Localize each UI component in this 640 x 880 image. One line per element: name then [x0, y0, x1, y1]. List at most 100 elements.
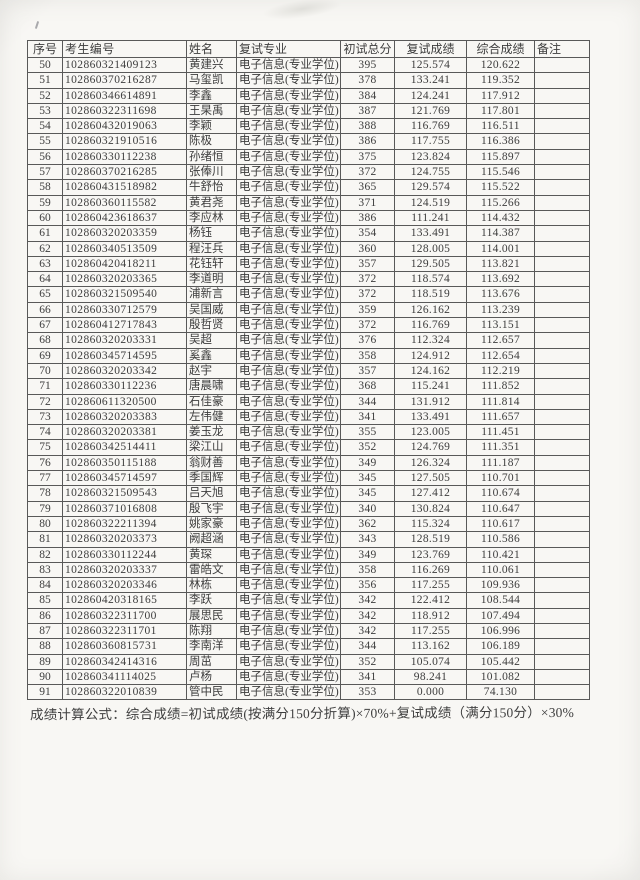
cell-candidate-id: 102860322211394 — [62, 515, 187, 533]
cell-name: 李鑫 — [186, 87, 237, 104]
cell-remark — [534, 408, 590, 426]
cell-remark — [534, 577, 590, 594]
cell-initial-score: 357 — [340, 255, 395, 273]
cell-major: 电子信息(专业学位) — [236, 470, 341, 487]
cell-remark — [534, 332, 590, 349]
cell-seq: 73 — [27, 408, 63, 426]
table-row: 60 102860423618637 李应林 电子信息(专业学位) 386 111.241… — [27, 209, 590, 227]
cell-initial-score: 342 — [340, 592, 395, 609]
cell-major: 电子信息(专业学位) — [236, 684, 341, 701]
cell-seq: 88 — [27, 638, 63, 655]
cell-major: 电子信息(专业学位) — [236, 607, 341, 624]
cell-name: 周茁 — [186, 653, 237, 670]
cell-candidate-id: 102860431518982 — [62, 179, 187, 196]
cell-initial-score: 353 — [340, 684, 395, 701]
cell-composite-score: 114.432 — [466, 209, 535, 227]
cell-candidate-id: 102860320203346 — [62, 577, 187, 594]
cell-major: 电子信息(专业学位) — [236, 118, 341, 135]
header-row: 序号 考生编号 姓名 复试专业 初试总分 复试成绩 综合成绩 备注 — [27, 40, 590, 58]
cell-remark — [534, 378, 590, 395]
cell-seq: 64 — [27, 271, 63, 288]
cell-major: 电子信息(专业学位) — [236, 546, 341, 563]
cell-major: 电子信息(专业学位) — [236, 347, 341, 364]
cell-major: 电子信息(专业学位) — [236, 148, 341, 166]
cell-remark — [534, 668, 590, 686]
cell-retest-score: 112.324 — [394, 332, 467, 349]
cell-candidate-id: 102860330712579 — [62, 301, 187, 319]
cell-retest-score: 133.491 — [394, 225, 467, 242]
cell-retest-score: 111.241 — [394, 209, 467, 227]
cell-name: 李颖 — [186, 118, 237, 135]
table-row: 72 102860611320500 石佳豪 电子信息(专业学位) 344 131.912… — [27, 393, 590, 410]
cell-major: 电子信息(专业学位) — [236, 179, 341, 196]
cell-candidate-id: 102860611320500 — [62, 393, 187, 410]
cell-remark — [534, 72, 590, 89]
cell-name: 黄君尧 — [186, 194, 237, 211]
cell-name: 翁财善 — [186, 454, 237, 472]
cell-remark — [534, 87, 590, 104]
cell-candidate-id: 102860360115582 — [62, 194, 187, 211]
cell-major: 电子信息(专业学位) — [236, 164, 341, 181]
column-header-composite-score: 综合成绩 — [466, 40, 535, 58]
cell-remark — [534, 424, 590, 441]
table-row: 78 102860321509543 吕天旭 电子信息(专业学位) 345 127.412… — [27, 485, 590, 502]
cell-initial-score: 345 — [340, 485, 395, 502]
cell-composite-score: 105.442 — [466, 653, 535, 670]
cell-major: 电子信息(专业学位) — [236, 515, 341, 533]
cell-remark — [534, 592, 590, 609]
cell-seq: 81 — [27, 531, 63, 548]
table-row: 88 102860360815731 李南洋 电子信息(专业学位) 344 113.162… — [27, 638, 590, 655]
cell-candidate-id: 102860330112238 — [62, 148, 187, 166]
cell-name: 殷飞宇 — [186, 500, 237, 517]
cell-seq: 80 — [27, 515, 63, 533]
cell-initial-score: 388 — [340, 118, 395, 135]
cell-candidate-id: 102860345714595 — [62, 347, 187, 364]
cell-candidate-id: 102860330112236 — [62, 378, 187, 395]
table-row: 71 102860330112236 唐晨啸 电子信息(专业学位) 368 115.241… — [27, 378, 590, 395]
cell-seq: 54 — [27, 118, 63, 135]
cell-retest-score: 130.824 — [394, 500, 467, 517]
cell-initial-score: 358 — [340, 347, 395, 364]
cell-remark — [534, 148, 590, 166]
cell-retest-score: 124.769 — [394, 439, 467, 456]
cell-major: 电子信息(专业学位) — [236, 362, 341, 380]
cell-candidate-id: 102860340513509 — [62, 240, 187, 257]
cell-retest-score: 123.769 — [394, 546, 467, 563]
cell-major: 电子信息(专业学位) — [236, 255, 341, 273]
cell-composite-score: 111.187 — [466, 454, 535, 472]
cell-seq: 55 — [27, 133, 63, 150]
cell-retest-score: 118.519 — [394, 286, 467, 303]
cell-composite-score: 113.692 — [466, 271, 535, 288]
cell-retest-score: 0.000 — [394, 684, 467, 701]
cell-initial-score: 352 — [340, 439, 395, 456]
cell-composite-score: 110.701 — [466, 470, 535, 487]
table-row: 65 102860321509540 浦新言 电子信息(专业学位) 372 118.519… — [27, 286, 590, 303]
cell-retest-score: 113.162 — [394, 638, 467, 655]
cell-composite-score: 106.189 — [466, 638, 535, 655]
cell-composite-score: 115.522 — [466, 179, 535, 196]
cell-candidate-id: 102860320203331 — [62, 332, 187, 349]
cell-retest-score: 121.769 — [394, 102, 467, 120]
cell-retest-score: 131.912 — [394, 393, 467, 410]
cell-retest-score: 115.241 — [394, 378, 467, 395]
cell-candidate-id: 102860330112244 — [62, 546, 187, 563]
cell-seq: 60 — [27, 209, 63, 227]
cell-major: 电子信息(专业学位) — [236, 56, 341, 74]
table-row: 76 102860350115188 翁财善 电子信息(专业学位) 349 126.324… — [27, 454, 590, 472]
cell-seq: 58 — [27, 179, 63, 196]
cell-major: 电子信息(专业学位) — [236, 485, 341, 502]
cell-retest-score: 125.574 — [394, 56, 467, 74]
cell-remark — [534, 209, 590, 227]
cell-major: 电子信息(专业学位) — [236, 87, 341, 104]
cell-seq: 70 — [27, 362, 63, 380]
column-header-initial-score: 初试总分 — [340, 40, 395, 58]
cell-composite-score: 119.352 — [466, 72, 535, 89]
cell-retest-score: 126.162 — [394, 301, 467, 319]
cell-composite-score: 106.996 — [466, 622, 535, 640]
cell-name: 姚家豪 — [186, 515, 237, 533]
cell-retest-score: 123.005 — [394, 424, 467, 441]
cell-seq: 71 — [27, 378, 63, 395]
cell-name: 程汪兵 — [186, 240, 237, 257]
cell-initial-score: 384 — [340, 87, 395, 104]
cell-major: 电子信息(专业学位) — [236, 531, 341, 548]
